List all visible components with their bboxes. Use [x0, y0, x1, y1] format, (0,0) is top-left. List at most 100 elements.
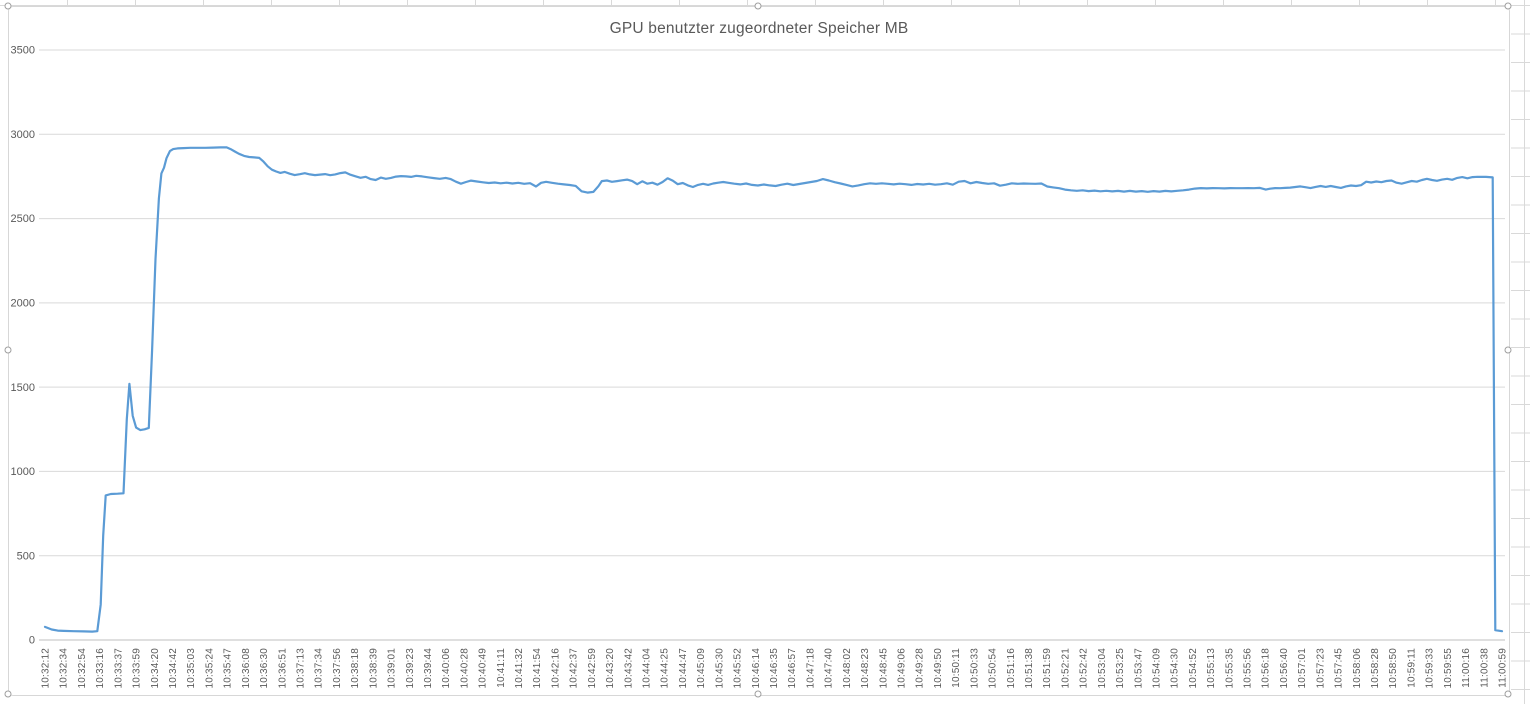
y-tick-label: 3000 [11, 129, 35, 141]
x-tick-label: 10:37:56 [332, 648, 343, 689]
x-tick-label: 11:00:59 [1498, 648, 1509, 688]
x-tick-label: 10:50:11 [951, 648, 962, 688]
x-tick-label: 10:59:55 [1443, 648, 1454, 689]
x-tick-label: 10:54:09 [1151, 648, 1162, 689]
x-tick-label: 10:32:12 [41, 648, 52, 689]
chart-object[interactable]: GPU benutzter zugeordneter Speicher MB 0… [8, 6, 1510, 696]
x-tick-label: 10:45:52 [733, 648, 744, 689]
x-tick-label: 10:51:16 [1006, 648, 1017, 689]
x-tick-label: 10:45:30 [714, 648, 725, 689]
x-tick-label: 10:35:47 [223, 648, 234, 689]
x-tick-label: 10:59:11 [1406, 648, 1417, 688]
x-tick-label: 10:46:35 [769, 648, 780, 689]
x-tick-label: 10:42:37 [569, 648, 580, 689]
x-tick-label: 10:49:28 [915, 648, 926, 689]
y-tick-label: 0 [29, 635, 35, 647]
x-tick-label: 10:47:40 [824, 648, 835, 689]
x-tick-label: 10:36:51 [277, 648, 288, 689]
x-tick-label: 10:57:23 [1315, 648, 1326, 689]
resize-handle-middle-right[interactable] [1504, 346, 1512, 354]
x-tick-label: 10:39:01 [387, 648, 398, 689]
x-tick-label: 10:56:18 [1261, 648, 1272, 689]
x-tick-label: 10:41:11 [496, 648, 507, 688]
worksheet-top-gridlines [0, 0, 1530, 6]
x-tick-label: 10:53:47 [1133, 648, 1144, 689]
x-tick-label: 10:39:44 [423, 648, 434, 689]
x-tick-label: 10:32:54 [77, 648, 88, 689]
x-tick-label: 10:46:14 [751, 648, 762, 689]
x-tick-label: 10:43:20 [605, 648, 616, 689]
resize-handle-bottom-left[interactable] [4, 690, 12, 698]
chart-title: GPU benutzter zugeordneter Speicher MB [609, 20, 909, 37]
x-tick-label: 10:57:45 [1334, 648, 1345, 689]
x-tick-label: 10:44:47 [678, 648, 689, 689]
x-tick-label: 10:48:23 [860, 648, 871, 689]
x-tick-label: 10:47:18 [805, 648, 816, 689]
x-tick-label: 10:37:13 [295, 648, 306, 689]
x-tick-label: 10:50:33 [969, 648, 980, 689]
y-tick-label: 2500 [11, 213, 35, 225]
resize-handle-middle-left[interactable] [4, 346, 12, 354]
x-tick-label: 10:55:35 [1224, 648, 1235, 689]
resize-handle-top-center[interactable] [754, 2, 762, 10]
x-tick-label: 10:48:02 [842, 648, 853, 689]
x-tick-label: 10:35:03 [186, 648, 197, 689]
series-line [43, 146, 1504, 633]
x-tick-label: 10:41:54 [532, 648, 543, 689]
x-tick-label: 10:48:45 [878, 648, 889, 689]
x-tick-label: 10:51:59 [1042, 648, 1053, 689]
line-chart-plot: 0 500 1000 1500 2000 2500 3000 3500 10:32:12 10:3… [11, 45, 1509, 689]
x-tick-label: 10:44:25 [660, 648, 671, 689]
x-tick-label: 10:53:04 [1097, 648, 1108, 689]
x-tick-label: 10:45:09 [696, 648, 707, 689]
x-tick-label: 10:32:34 [59, 648, 70, 689]
x-tick-label: 10:53:25 [1115, 648, 1126, 689]
y-tick-label: 500 [17, 550, 35, 562]
worksheet-right-gridlines [1511, 6, 1530, 704]
x-tick-label: 10:35:24 [204, 648, 215, 689]
x-tick-label: 10:38:18 [350, 648, 361, 689]
x-tick-label: 10:58:28 [1370, 648, 1381, 689]
x-tick-label: 10:51:38 [1024, 648, 1035, 689]
x-tick-label: 11:00:16 [1461, 648, 1472, 688]
x-tick-label: 10:42:16 [550, 648, 561, 689]
x-tick-label: 10:37:34 [314, 648, 325, 689]
y-tick-label: 1000 [11, 466, 35, 478]
x-tick-label: 10:33:37 [113, 648, 124, 689]
x-tick-label: 10:40:06 [441, 648, 452, 689]
x-tick-label: 10:33:59 [132, 648, 143, 689]
x-tick-label: 10:41:32 [514, 648, 525, 689]
x-tick-label: 10:59:33 [1425, 648, 1436, 689]
x-tick-label: 10:49:06 [896, 648, 907, 689]
x-tick-label: 10:46:57 [787, 648, 798, 689]
x-tick-label: 10:52:21 [1060, 648, 1071, 689]
x-tick-label: 10:34:42 [168, 648, 179, 689]
x-tick-label: 10:55:56 [1243, 648, 1254, 689]
x-tick-label: 10:34:20 [150, 648, 161, 689]
resize-handle-top-right[interactable] [1504, 2, 1512, 10]
x-tick-label: 10:40:28 [459, 648, 470, 689]
x-tick-label: 10:36:08 [241, 648, 252, 689]
y-tick-label: 3500 [11, 45, 35, 57]
x-tick-label: 10:49:50 [933, 648, 944, 689]
x-tick-label: 10:55:13 [1206, 648, 1217, 689]
y-tick-label: 2000 [11, 297, 35, 309]
x-tick-label: 10:43:42 [623, 648, 634, 689]
x-tick-label: 10:36:30 [259, 648, 270, 689]
x-tick-label: 10:58:06 [1352, 648, 1363, 689]
x-tick-label: 10:54:52 [1188, 648, 1199, 689]
y-tick-label: 1500 [11, 382, 35, 394]
x-tick-label: 10:39:23 [405, 648, 416, 689]
resize-handle-top-left[interactable] [4, 2, 12, 10]
x-tick-label: 10:50:54 [988, 648, 999, 689]
x-tick-label: 10:56:40 [1279, 648, 1290, 689]
x-tick-label: 10:52:42 [1079, 648, 1090, 689]
resize-handle-bottom-right[interactable] [1504, 690, 1512, 698]
resize-handle-bottom-center[interactable] [754, 690, 762, 698]
x-tick-label: 10:40:49 [478, 648, 489, 689]
x-tick-label: 10:57:01 [1297, 648, 1308, 689]
chart-selection-handles [4, 2, 1512, 698]
x-tick-label: 10:42:59 [587, 648, 598, 689]
x-tick-label: 10:58:50 [1388, 648, 1399, 689]
x-tick-label: 10:33:16 [95, 648, 106, 689]
